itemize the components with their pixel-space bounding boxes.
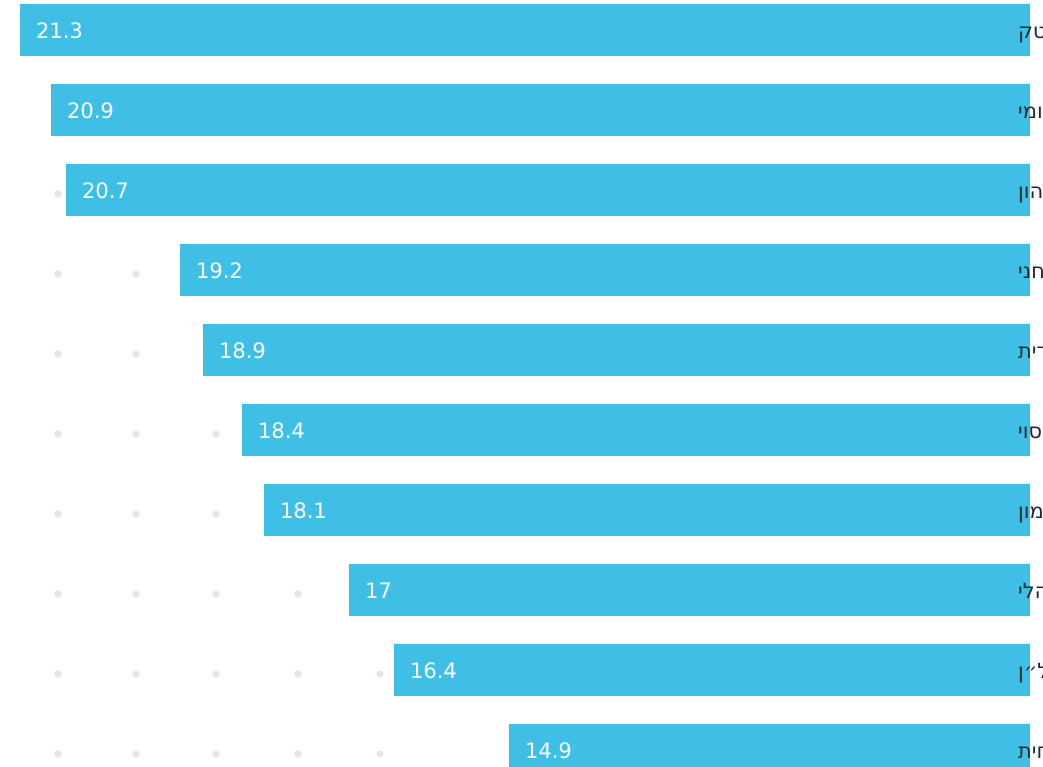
grid-dot [294, 670, 302, 678]
value-label: 21.3 [36, 19, 83, 43]
category-label: הייטק [1018, 19, 1043, 43]
grid-dot [132, 270, 140, 278]
bar-row: בנקאות ומימון 18.1 [264, 484, 1043, 536]
bar [264, 484, 1030, 536]
category-label: בנקאות ומימון [1018, 499, 1043, 523]
grid-dot [212, 590, 220, 598]
grid-dot [54, 670, 62, 678]
bar [180, 244, 1030, 296]
grid-dot [294, 590, 302, 598]
category-label: רגולציה ומשפט מנהלי [1018, 579, 1043, 603]
grid-dot [132, 750, 140, 758]
category-label: מסחר בינלאומי [1018, 99, 1043, 123]
grid-dot [132, 670, 140, 678]
bar-row: הייטק 21.3 [20, 4, 1043, 56]
category-label: ליטיגציה מסחרית [1018, 339, 1043, 363]
grid-dot [294, 750, 302, 758]
bar-row: שוק ההון 20.7 [66, 164, 1043, 216]
grid-dot [132, 350, 140, 358]
grid-dot [212, 430, 220, 438]
grid-dot [54, 270, 62, 278]
category-label: מיסוי [1018, 419, 1043, 443]
grid-dots [54, 30, 384, 758]
bar-row: נדל״ן 16.4 [394, 644, 1043, 696]
bar [394, 644, 1030, 696]
bar-row: מסחר בינלאומי 20.9 [51, 84, 1043, 136]
grid-dot [54, 430, 62, 438]
grid-dot [212, 750, 220, 758]
grid-dot [54, 350, 62, 358]
value-label: 20.9 [67, 99, 114, 123]
value-label: 17 [365, 579, 392, 603]
grid-dot [132, 590, 140, 598]
bar [20, 4, 1030, 56]
value-label: 18.4 [258, 419, 305, 443]
value-label: 16.4 [410, 659, 457, 683]
bar-row: ליטיגציה אזרחית 14.9 [509, 724, 1043, 767]
grid-dot [132, 430, 140, 438]
grid-dot [212, 670, 220, 678]
value-label: 18.9 [219, 339, 266, 363]
category-label: ליטיגציה אזרחית [1018, 739, 1043, 763]
bar-row: קניין רוחני 19.2 [180, 244, 1043, 296]
bar [509, 724, 1030, 767]
grid-dot [54, 510, 62, 518]
category-label: קניין רוחני [1018, 259, 1043, 283]
grid-dot [54, 190, 62, 198]
bar [242, 404, 1030, 456]
grid-dot [54, 750, 62, 758]
value-label: 18.1 [280, 499, 327, 523]
grid-dot [212, 510, 220, 518]
grid-dot [132, 510, 140, 518]
value-label: 20.7 [82, 179, 129, 203]
bar [66, 164, 1030, 216]
bars-group: הייטק 21.3 מסחר בינלאומי 20.9 שוק ההון 20.7 קנ… [20, 4, 1043, 767]
bar [203, 324, 1030, 376]
grid-dot [376, 750, 384, 758]
grid-dot [54, 590, 62, 598]
value-label: 19.2 [196, 259, 243, 283]
bar-row: ליטיגציה מסחרית 18.9 [203, 324, 1043, 376]
category-label: שוק ההון [1018, 179, 1043, 203]
bar-row: רגולציה ומשפט מנהלי 17 [349, 564, 1043, 616]
grid-dot [376, 670, 384, 678]
bar-row: מיסוי 18.4 [242, 404, 1043, 456]
bar [51, 84, 1030, 136]
category-label: נדל״ן [1018, 659, 1043, 683]
value-label: 14.9 [525, 739, 572, 763]
bar [349, 564, 1030, 616]
